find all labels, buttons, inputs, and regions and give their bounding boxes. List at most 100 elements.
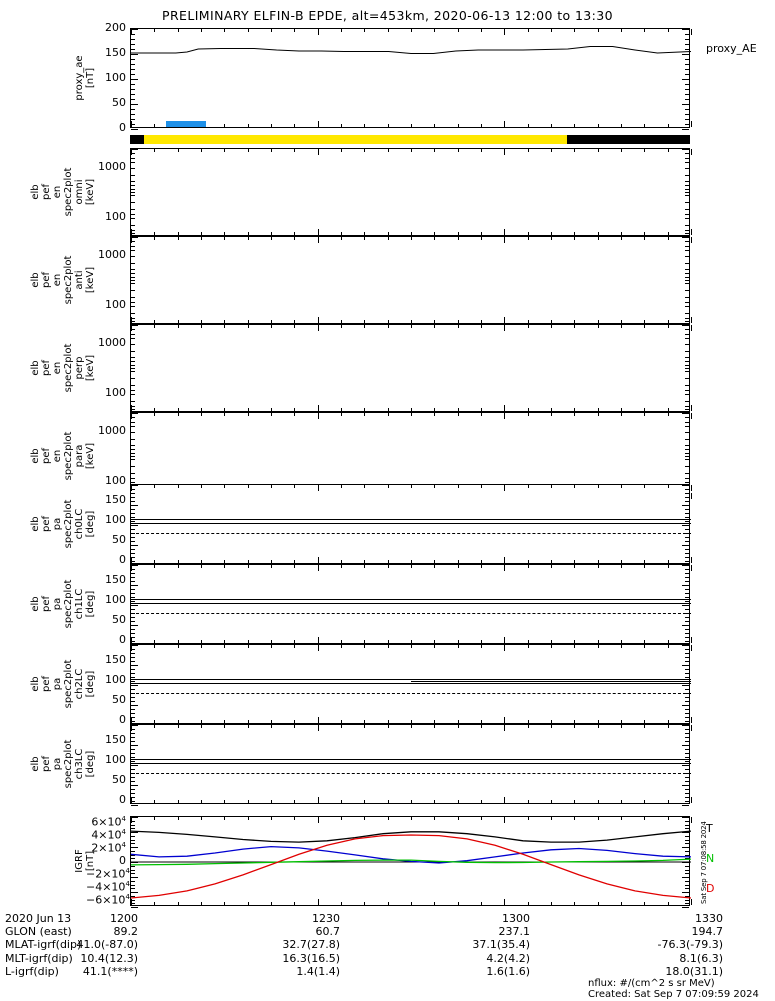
x-tick: [644, 325, 646, 328]
x-tick: [434, 565, 436, 568]
y-tick-minor: [685, 361, 689, 363]
x-tick: [434, 902, 436, 905]
x-tick: [411, 645, 412, 648]
y-tick: [131, 109, 135, 110]
axis-title-word: ch3LC: [74, 748, 85, 780]
y-tick: [685, 124, 689, 125]
x-tick: [317, 149, 319, 155]
x-tick: [481, 232, 482, 235]
x-tick: [457, 320, 459, 323]
pa-reference-line: [131, 519, 691, 521]
x-tick: [597, 325, 599, 328]
x-tick: [317, 29, 319, 35]
y-tick: [131, 843, 135, 845]
x-tick: [434, 232, 436, 235]
x-tick: [434, 413, 436, 416]
x-tick: [341, 232, 342, 235]
y-tick: [131, 785, 138, 786]
pa-reference-line: [131, 693, 691, 694]
y-tick: [131, 129, 138, 130]
x-tick: [434, 725, 436, 728]
x-tick: [434, 800, 436, 803]
y-tick-minor: [131, 157, 135, 159]
x-tick: [434, 408, 436, 411]
x-tick: [341, 640, 342, 643]
y-tick: [131, 801, 135, 802]
x-tick: [597, 565, 599, 568]
bottom-row-label: L-igrf(dip): [5, 964, 59, 978]
y-tick-minor: [131, 317, 135, 319]
y-tick: [685, 577, 689, 578]
x-tick: [387, 124, 389, 127]
x-tick: [644, 800, 646, 803]
y-tick: [131, 585, 138, 586]
x-tick: [271, 640, 272, 643]
x-tick: [224, 29, 226, 32]
y-tick: [131, 689, 135, 690]
x-tick: [481, 560, 482, 563]
y-tick: [131, 824, 135, 826]
x-tick: [271, 817, 272, 820]
x-tick: [364, 413, 366, 416]
x-tick: [597, 320, 599, 323]
y-tick-label: 1000: [98, 248, 126, 262]
y-tick: [682, 685, 689, 686]
x-tick: [364, 720, 366, 723]
y-tick: [131, 64, 135, 65]
x-tick: [411, 408, 412, 411]
x-tick: [434, 325, 436, 328]
pa-reference-line: [131, 682, 691, 684]
axis-title-word: en: [52, 361, 63, 375]
x-tick: [201, 325, 202, 328]
y-tick: [685, 581, 689, 582]
x-tick: [457, 645, 459, 648]
pa-reference-line-step: [411, 680, 691, 682]
bottom-cell: 10.4(12.3): [80, 951, 138, 965]
y-tick-minor: [685, 344, 689, 346]
x-tick: [411, 720, 412, 723]
y-tick-minor: [685, 168, 689, 170]
y-tick-label: 200: [105, 21, 126, 34]
y-tick: [682, 805, 689, 806]
x-tick: [434, 645, 436, 648]
x-tick: [457, 565, 459, 568]
x-tick: [574, 237, 576, 240]
y-tick-minor: [131, 452, 135, 454]
x-tick: [317, 557, 319, 563]
x-tick: [341, 413, 342, 416]
footer-created: Created: Sat Sep 7 07:09:59 2024: [588, 989, 759, 1000]
x-tick: [574, 902, 576, 905]
x-tick: [504, 899, 506, 905]
x-tick: [247, 320, 249, 323]
x-tick: [271, 149, 272, 152]
axis-title-word: IGRF: [74, 849, 85, 873]
y-tick-minor: [685, 444, 689, 446]
y-tick: [685, 513, 689, 514]
y-tick: [685, 509, 689, 510]
bottom-row-label: GLON (east): [5, 925, 72, 939]
status-bar-segment-2: [566, 135, 690, 144]
x-tick: [364, 408, 366, 411]
y-tick: [131, 884, 135, 886]
y-tick: [131, 645, 138, 646]
y-tick-minor: [131, 356, 135, 358]
y-tick: [131, 713, 135, 714]
x-tick: [201, 485, 202, 488]
y-tick: [131, 565, 138, 566]
y-tick: [685, 865, 689, 867]
x-tick: [691, 817, 692, 823]
y-tick: [131, 705, 138, 706]
x-tick: [481, 29, 482, 32]
axis-title-word: ch2LC: [74, 668, 85, 700]
y-tick: [685, 59, 689, 60]
x-tick: [247, 325, 249, 328]
y-tick-minor: [131, 456, 135, 458]
x-tick: [224, 485, 226, 488]
y-tick-minor: [685, 409, 689, 411]
x-tick: [457, 237, 459, 240]
bottom-cell: 1330: [695, 912, 723, 925]
x-tick: [551, 325, 552, 328]
y-tick: [685, 549, 689, 550]
y-tick-label: 100: [105, 385, 126, 399]
x-tick: [387, 232, 389, 235]
